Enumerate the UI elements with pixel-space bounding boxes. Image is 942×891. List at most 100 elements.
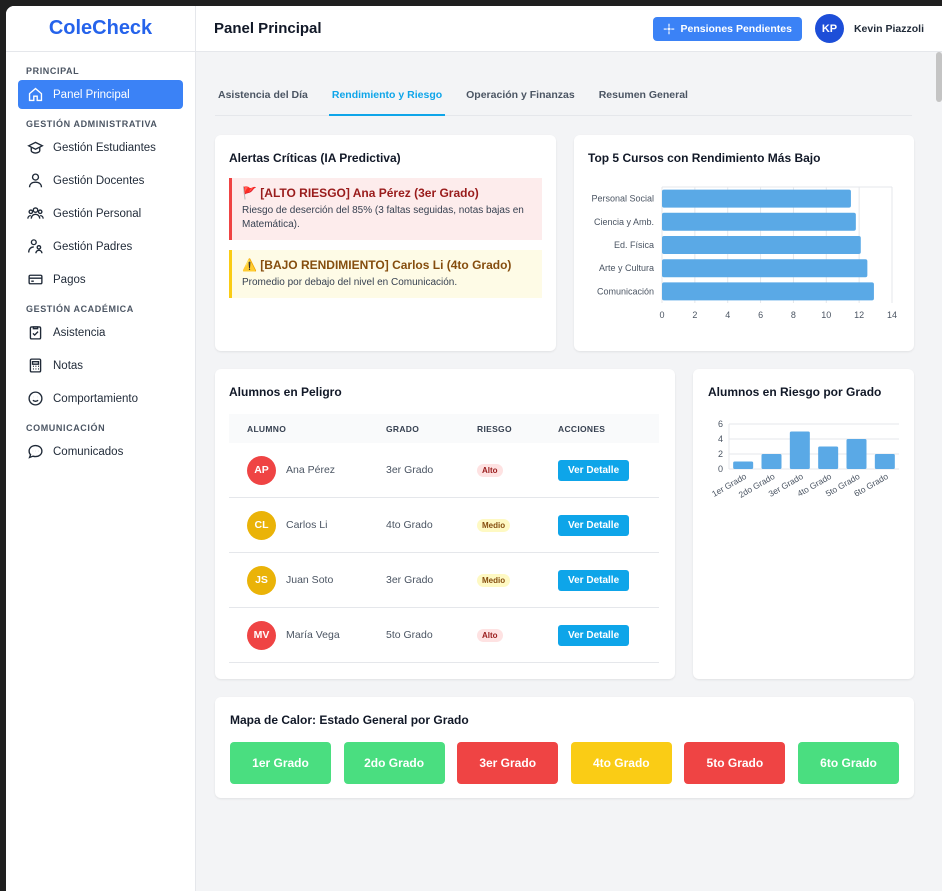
y-category-label: Ciencia y Amb.	[594, 217, 654, 227]
sidebar-item-gestion-docentes[interactable]: Gestión Docentes	[18, 166, 183, 195]
sidebar-item-label: Gestión Estudiantes	[53, 141, 156, 154]
alerts-card: Alertas Críticas (IA Predictiva) 🚩 [ALTO…	[215, 135, 556, 351]
x-tick-label: 10	[821, 310, 831, 320]
student-avatar: MV	[247, 620, 276, 650]
heatmap-cell[interactable]: 6to Grado	[798, 742, 899, 784]
chat-icon	[26, 443, 44, 461]
table-row: MV María Vega 5to Grado Alto Ver Detalle	[229, 608, 659, 663]
nav-section-title: COMUNICACIÓN	[26, 423, 106, 433]
bar[interactable]	[662, 189, 851, 208]
alert-high-risk[interactable]: 🚩 [ALTO RIESGO] Ana Pérez (3er Grado) Ri…	[229, 178, 542, 240]
col-header-actions: ACCIONES	[558, 423, 606, 434]
bar[interactable]	[733, 461, 754, 470]
student-cell: AP Ana Pérez	[247, 455, 336, 485]
x-tick-label: 14	[887, 310, 897, 320]
tab-1[interactable]: Rendimiento y Riesgo	[328, 76, 446, 116]
view-detail-button[interactable]: Ver Detalle	[558, 625, 630, 646]
nav-section-title: PRINCIPAL	[26, 66, 80, 76]
tab-3[interactable]: Resumen General	[598, 89, 688, 101]
sidebar-item-label: Gestión Personal	[53, 207, 142, 220]
view-detail-button[interactable]: Ver Detalle	[558, 460, 630, 481]
student-name: Ana Pérez	[286, 464, 336, 476]
alert-low-performance[interactable]: ⚠️ [BAJO RENDIMIENTO] Carlos Li (4to Gra…	[229, 250, 542, 298]
page-title: Panel Principal	[214, 20, 322, 37]
student-grade: 3er Grado	[386, 464, 434, 476]
heatmap-cell[interactable]: 5to Grado	[684, 742, 786, 784]
sidebar-nav: PRINCIPAL Panel Principal GESTIÓN ADMINIST…	[6, 52, 195, 466]
school-icon	[26, 139, 44, 157]
pending-payments-button[interactable]: Pensiones Pendientes	[652, 16, 802, 41]
col-header-student: ALUMNO	[247, 423, 287, 434]
y-tick-label: 6	[718, 419, 723, 429]
y-tick-label: 0	[718, 464, 723, 474]
student-name: Carlos Li	[286, 519, 328, 531]
sidebar-item-label: Gestión Padres	[53, 240, 133, 253]
sidebar-item-asistencia[interactable]: Asistencia	[18, 318, 183, 347]
scrollbar[interactable]	[936, 52, 942, 102]
user-avatar[interactable]: KP	[814, 14, 844, 43]
tab-0[interactable]: Asistencia del Día	[218, 89, 308, 101]
tab-2[interactable]: Operación y Finanzas	[466, 89, 575, 101]
student-cell: CL Carlos Li	[247, 510, 328, 540]
brand-logo[interactable]: ColeCheck	[6, 6, 195, 52]
x-tick-label: 6	[758, 310, 763, 320]
sidebar-item-label: Asistencia	[53, 326, 106, 339]
sidebar-item-pagos[interactable]: Pagos	[18, 265, 183, 294]
x-tick-label: 4	[725, 310, 730, 320]
sidebar-item-notas[interactable]: Notas	[18, 351, 183, 380]
risk-badge: Alto	[477, 464, 503, 477]
student-name: Juan Soto	[286, 574, 334, 586]
heatmap-cell[interactable]: 4to Grado	[570, 742, 672, 784]
bar[interactable]	[761, 454, 782, 469]
sidebar-item-gestion-estudiantes[interactable]: Gestión Estudiantes	[18, 133, 183, 162]
y-category-label: Comunicación	[597, 286, 654, 296]
student-grade: 5to Grado	[386, 629, 433, 641]
home-icon	[26, 86, 44, 104]
student-avatar: AP	[247, 455, 276, 485]
risk-cell: Medio	[477, 574, 511, 587]
top-header: Panel Principal Pensiones Pendientes KP …	[196, 6, 942, 52]
y-tick-label: 2	[718, 449, 723, 459]
sidebar-item-comunicados[interactable]: Comunicados	[18, 437, 183, 466]
dashboard-tabs: Asistencia del Día Rendimiento y Riesgo Op…	[215, 76, 912, 116]
actions-cell: Ver Detalle	[558, 570, 630, 591]
bar[interactable]	[874, 454, 895, 469]
heatmap-title: Mapa de Calor: Estado General por Grado	[230, 713, 469, 727]
app-window: ColeCheck PRINCIPAL Panel Principal GESTIÓ…	[6, 6, 942, 891]
view-detail-button[interactable]: Ver Detalle	[558, 570, 630, 591]
heatmap-cell[interactable]: 1er Grado	[230, 742, 331, 784]
bar[interactable]	[662, 236, 861, 254]
clipboard-check-icon	[26, 324, 44, 342]
table-header: ALUMNO GRADO RIESGO ACCIONES	[229, 414, 659, 443]
calculator-icon	[26, 357, 44, 375]
risk-badge: Medio	[477, 574, 511, 587]
student-avatar: CL	[247, 510, 276, 540]
heatmap-cell[interactable]: 3er Grado	[457, 742, 559, 784]
user-name[interactable]: Kevin Piazzoli	[853, 22, 924, 35]
sidebar-item-label: Pagos	[53, 273, 86, 286]
sidebar: ColeCheck PRINCIPAL Panel Principal GESTIÓ…	[6, 6, 196, 891]
bar[interactable]	[789, 431, 810, 470]
bar[interactable]	[662, 259, 868, 278]
table-row: AP Ana Pérez 3er Grado Alto Ver Detalle	[229, 443, 659, 498]
users-icon	[26, 205, 44, 223]
sidebar-item-label: Panel Principal	[53, 88, 130, 101]
student-cell: MV María Vega	[247, 620, 340, 650]
smile-icon	[26, 390, 44, 408]
bar[interactable]	[662, 212, 856, 231]
sidebar-item-label: Comunicados	[53, 445, 124, 458]
sidebar-item-gestion-padres[interactable]: Gestión Padres	[18, 232, 183, 261]
student-cell: JS Juan Soto	[247, 565, 334, 595]
bar[interactable]	[818, 446, 839, 470]
y-category-label: Personal Social	[591, 194, 654, 204]
view-detail-button[interactable]: Ver Detalle	[558, 515, 630, 536]
sidebar-item-comportamiento[interactable]: Comportamiento	[18, 384, 183, 413]
bar[interactable]	[846, 439, 867, 469]
bar[interactable]	[662, 282, 874, 301]
sidebar-item-gestion-personal[interactable]: Gestión Personal	[18, 199, 183, 228]
heatmap-cell[interactable]: 2do Grado	[343, 742, 445, 784]
sidebar-item-panel-principal[interactable]: Panel Principal	[18, 80, 183, 109]
sparkle-icon	[663, 23, 674, 34]
y-category-label: Arte y Cultura	[599, 263, 654, 273]
